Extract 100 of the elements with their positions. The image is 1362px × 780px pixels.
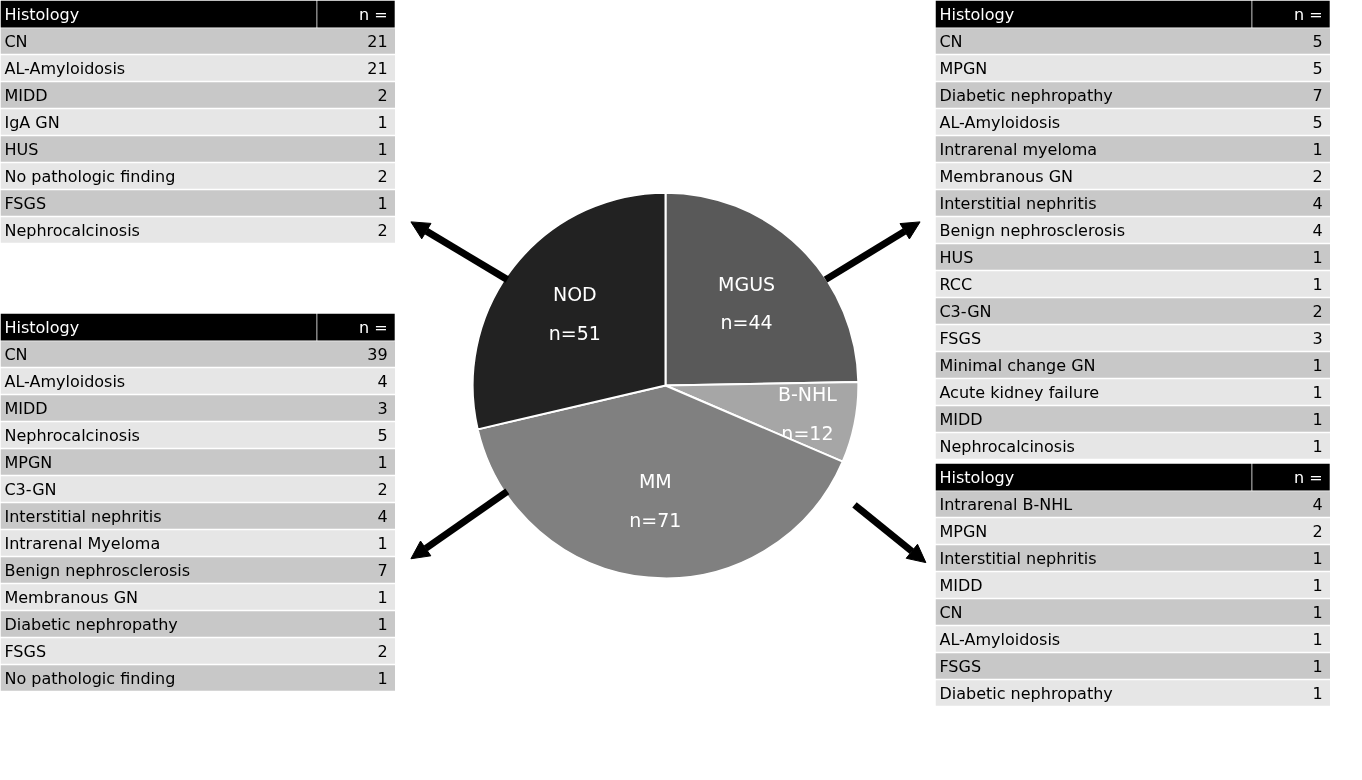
category-label: Intrarenal myeloma — [939, 139, 1098, 159]
data-label: n=51 — [548, 321, 601, 344]
category-label: MIDD — [939, 575, 983, 595]
category-label: AL-Amyloidosis — [4, 58, 126, 78]
category-label: Interstitial nephritis — [939, 548, 1097, 568]
category-label: No pathologic finding — [4, 668, 176, 688]
data-label: 3 — [1312, 329, 1323, 348]
data-label: 2 — [1312, 167, 1323, 186]
data-label: 1 — [377, 453, 388, 472]
data-label: 2 — [1312, 522, 1323, 541]
text: n = — [1293, 4, 1323, 24]
category-label: AL-Amyloidosis — [4, 371, 126, 391]
data-label: 2 — [377, 480, 388, 499]
data-label: 1 — [1312, 275, 1323, 294]
text: Histology — [4, 4, 80, 24]
data-label: 2 — [377, 167, 388, 186]
text: n = — [358, 4, 388, 24]
category-label: FSGS — [4, 641, 47, 661]
category-label: Intrarenal B-NHL — [939, 494, 1073, 514]
category-label: FSGS — [939, 328, 982, 348]
category-label: Intrarenal Myeloma — [4, 533, 161, 553]
data-label: 1 — [1312, 410, 1323, 429]
data-label: 1 — [377, 615, 388, 634]
category-label: HUS — [4, 139, 39, 159]
category-label: FSGS — [939, 656, 982, 676]
data-label: 21 — [367, 59, 388, 78]
data-label: 7 — [377, 561, 388, 580]
text: Histology — [939, 4, 1015, 24]
data-label: 5 — [1312, 113, 1323, 132]
data-label: 4 — [377, 507, 388, 526]
data-label: 1 — [1312, 248, 1323, 267]
category-label: Membranous GN — [939, 166, 1074, 186]
data-label: 1 — [1312, 576, 1323, 595]
data-label: 1 — [1312, 603, 1323, 622]
text: n = — [1293, 467, 1323, 487]
category-label: MPGN — [4, 452, 53, 472]
category-label: CN — [939, 31, 963, 51]
data-label: 1 — [377, 534, 388, 553]
data-label: 4 — [377, 372, 388, 391]
data-label: 1 — [377, 113, 388, 132]
text: Histology — [939, 467, 1015, 487]
category-label: Nephrocalcinosis — [939, 436, 1075, 456]
data-label: n=44 — [720, 311, 773, 334]
category-label: AL-Amyloidosis — [939, 629, 1061, 649]
data-label: 5 — [1312, 32, 1323, 51]
category-label: Diabetic nephropathy — [939, 85, 1113, 105]
data-label: 39 — [367, 345, 388, 364]
data-label: 5 — [377, 426, 388, 445]
category-label: Diabetic nephropathy — [4, 614, 178, 634]
category-label: C3-GN — [4, 479, 57, 499]
data-label: 2 — [1312, 302, 1323, 321]
category-label: Acute kidney failure — [939, 382, 1100, 402]
category-label: C3-GN — [939, 301, 992, 321]
category-label: Interstitial nephritis — [4, 506, 162, 526]
data-label: 1 — [377, 194, 388, 213]
category-label: Nephrocalcinosis — [4, 425, 140, 445]
category-label: AL-Amyloidosis — [939, 112, 1061, 132]
category-label: Benign nephrosclerosis — [4, 560, 191, 580]
category-label: RCC — [939, 274, 973, 294]
category-label: MPGN — [939, 58, 988, 78]
data-label: n=71 — [629, 508, 682, 531]
category-label: FSGS — [4, 193, 47, 213]
data-label: 1 — [1312, 684, 1323, 703]
data-label: 1 — [377, 669, 388, 688]
data-label: 5 — [1312, 59, 1323, 78]
data-label: 7 — [1312, 86, 1323, 105]
category-label: MIDD — [939, 409, 983, 429]
slice-label: MGUS — [718, 272, 776, 295]
data-label: 3 — [377, 399, 388, 418]
category-label: IgA GN — [4, 112, 60, 132]
text: n = — [358, 317, 388, 337]
data-label: 1 — [1312, 140, 1323, 159]
category-label: CN — [939, 602, 963, 622]
category-label: Benign nephrosclerosis — [939, 220, 1126, 240]
category-label: Minimal change GN — [939, 355, 1096, 375]
data-label: 1 — [1312, 383, 1323, 402]
data-label: 2 — [377, 221, 388, 240]
data-label: 1 — [1312, 356, 1323, 375]
data-label: 1 — [1312, 630, 1323, 649]
data-label: 1 — [1312, 437, 1323, 456]
category-label: Membranous GN — [4, 587, 139, 607]
category-label: CN — [4, 344, 28, 364]
category-label: Diabetic nephropathy — [939, 683, 1113, 703]
data-label: 1 — [377, 588, 388, 607]
category-label: HUS — [939, 247, 974, 267]
data-label: 1 — [377, 140, 388, 159]
category-label: No pathologic finding — [4, 166, 176, 186]
category-label: MIDD — [4, 398, 48, 418]
data-label: 4 — [1312, 221, 1323, 240]
category-label: MPGN — [939, 521, 988, 541]
category-label: Interstitial nephritis — [939, 193, 1097, 213]
category-label: Nephrocalcinosis — [4, 220, 140, 240]
data-label: 1 — [1312, 657, 1323, 676]
data-label: 21 — [367, 32, 388, 51]
data-label: 4 — [1312, 495, 1323, 514]
category-label: MIDD — [4, 85, 48, 105]
slice-label: NOD — [552, 283, 597, 306]
text: Histology — [4, 317, 80, 337]
slice-label: B-NHL — [777, 383, 838, 406]
data-label: 4 — [1312, 194, 1323, 213]
